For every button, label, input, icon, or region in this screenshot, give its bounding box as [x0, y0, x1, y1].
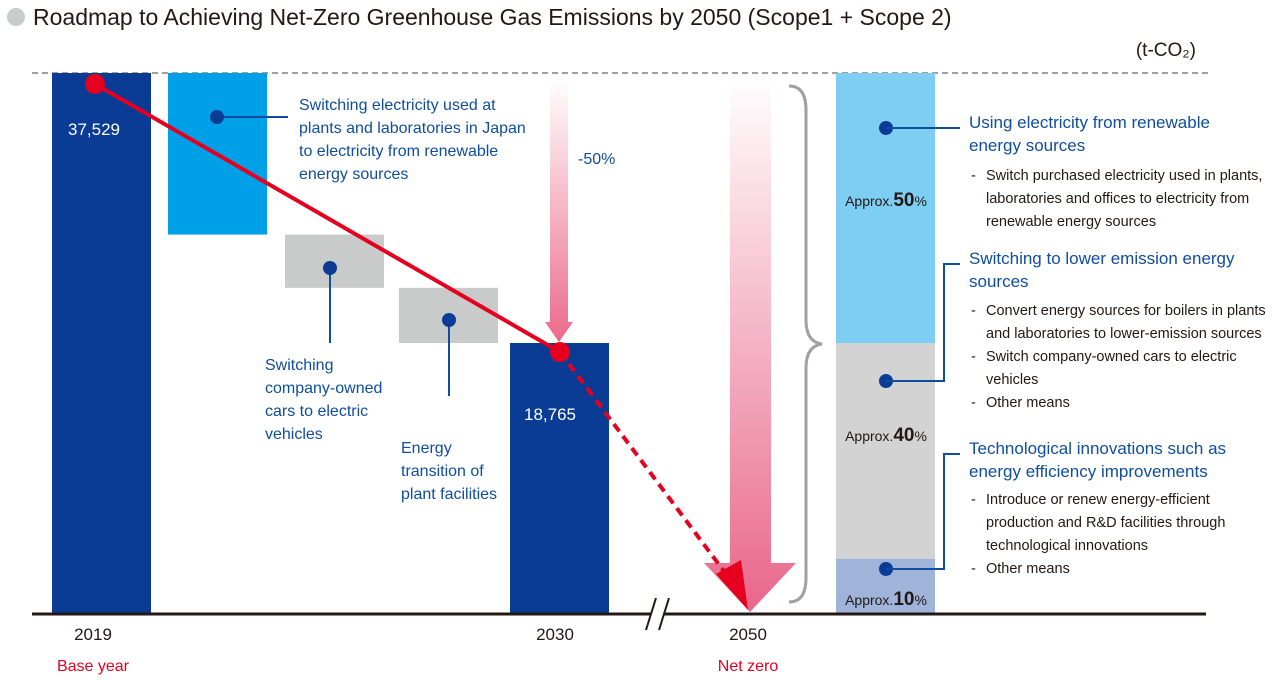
step-marker-dot — [323, 261, 337, 275]
net-zero-arrow — [704, 75, 796, 612]
step-marker-dot — [442, 313, 456, 327]
breakdown-bullet-line: and laboratories to lower-emission sourc… — [986, 326, 1262, 342]
step-label-3-line: Energy — [401, 440, 452, 457]
breakdown-bullet-line: Convert energy sources for boilers in pl… — [986, 303, 1266, 319]
breakdown-bullet-line: Switch purchased electricity used in pla… — [986, 168, 1262, 184]
unit-label: (t-CO₂) — [1136, 40, 1196, 61]
bullet-dash: - — [971, 303, 976, 319]
step-marker-dot — [210, 110, 224, 124]
bullet-dash: - — [971, 395, 976, 411]
breakdown-brace — [788, 84, 823, 604]
reduction-arrow-50 — [545, 78, 573, 342]
breakdown-percent-2: Approx.40% — [845, 425, 927, 446]
breakdown-percent-3: Approx.10% — [845, 589, 927, 610]
waterfall-step-2 — [285, 234, 384, 288]
breakdown-leader-line — [886, 263, 960, 382]
breakdown-heading-1-line: Using electricity from renewable — [969, 113, 1210, 132]
step-label-2-line: vehicles — [265, 426, 323, 443]
breakdown-bullet-line: Other means — [986, 561, 1070, 577]
breakdown-bullet-line: production and R&D facilities through — [986, 515, 1225, 531]
category-sublabel-2050: Net zero — [718, 658, 779, 675]
title-bullet-icon — [7, 8, 25, 26]
category-label-2019: 2019 — [74, 625, 112, 644]
step-label-1-line: plants and laboratories in Japan — [299, 120, 526, 137]
step-label-2-line: cars to electric — [265, 403, 368, 420]
category-sublabel-2019: Base year — [57, 658, 130, 675]
bar-2030 — [510, 342, 609, 613]
breakdown-heading-1-line: energy sources — [969, 136, 1085, 155]
breakdown-percent-1: Approx.50% — [845, 190, 927, 211]
breakdown-bullet-line: laboratories and offices to electricity … — [986, 191, 1249, 207]
breakdown-heading-3-line: energy efficiency improvements — [969, 462, 1208, 481]
step-label-1-line: energy sources — [299, 166, 408, 183]
step-label-2-line: company-owned — [265, 380, 382, 397]
step-label-1-line: Switching electricity used at — [299, 97, 496, 114]
axis-break-mark — [645, 597, 657, 631]
bar-2019 — [52, 73, 151, 613]
breakdown-bullet-line: Other means — [986, 395, 1070, 411]
breakdown-bullet-line: vehicles — [986, 372, 1038, 388]
breakdown-bullet-line: Switch company-owned cars to electric — [986, 349, 1237, 365]
breakdown-heading-3-line: Technological innovations such as — [969, 439, 1226, 458]
breakdown-heading-2-line: Switching to lower emission energy — [969, 249, 1235, 268]
step-label-3-line: transition of — [401, 463, 484, 480]
breakdown-bullet-line: renewable energy sources — [986, 214, 1156, 230]
trend-arrowhead — [716, 560, 748, 610]
trend-point-2030 — [550, 342, 570, 362]
chart-title: Roadmap to Achieving Net-Zero Greenhouse… — [33, 4, 952, 30]
category-label-2050: 2050 — [729, 625, 767, 644]
bullet-dash: - — [971, 349, 976, 365]
value-label-2030: 18,765 — [524, 405, 576, 424]
bullet-dash: - — [971, 168, 976, 184]
breakdown-segment-1 — [836, 73, 935, 343]
value-label-2019: 37,529 — [68, 120, 120, 139]
trend-point-2019 — [85, 74, 105, 94]
breakdown-leader-line — [886, 453, 960, 570]
breakdown-bullet-line: Introduce or renew energy-efficient — [986, 492, 1210, 508]
step-label-2-line: Switching — [265, 357, 333, 374]
axis-break-mark — [658, 597, 670, 631]
step-label-1-line: to electricity from renewable — [299, 143, 498, 160]
trend-line-2019-2030 — [94, 82, 561, 354]
trend-line-2030-2050 — [558, 350, 740, 592]
breakdown-bullet-line: technological innovations — [986, 538, 1148, 554]
step-label-3-line: plant facilities — [401, 486, 497, 503]
breakdown-heading-2-line: sources — [969, 272, 1029, 291]
bullet-dash: - — [971, 561, 976, 577]
bullet-dash: - — [971, 492, 976, 508]
category-label-2030: 2030 — [536, 625, 574, 644]
reduction-label-50: -50% — [578, 151, 615, 168]
